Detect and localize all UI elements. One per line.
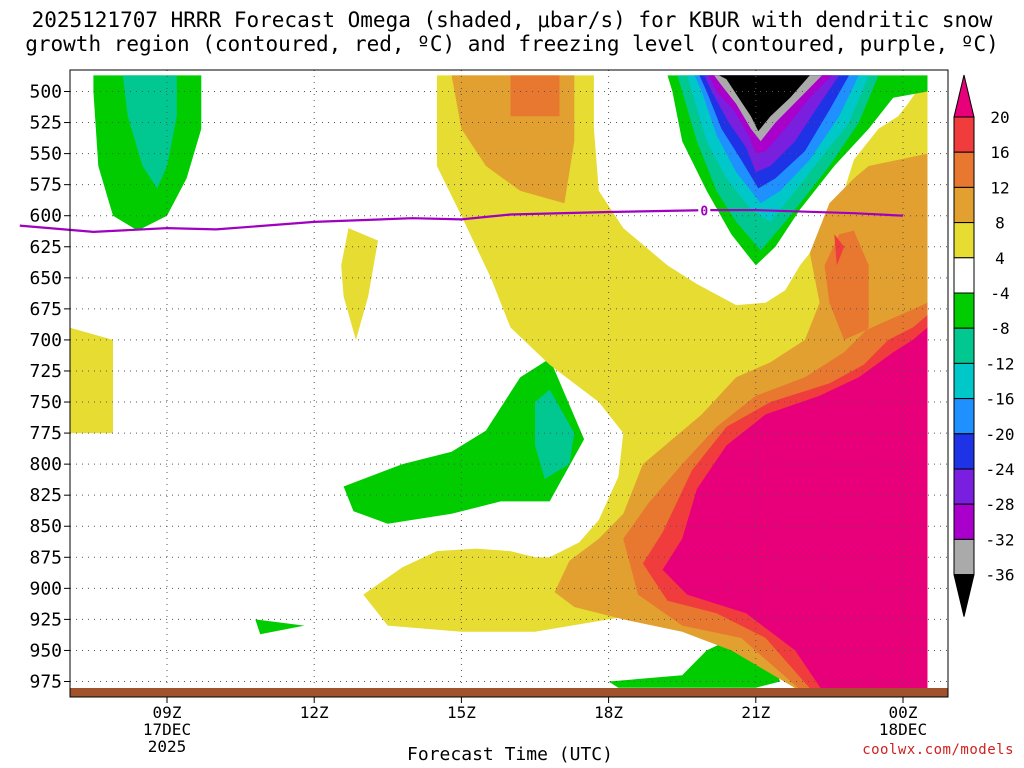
- y-tick-label: 600: [29, 206, 62, 227]
- colorbar-tick-label: -20: [986, 425, 1015, 444]
- colorbar-tick-label: 4: [995, 249, 1005, 268]
- colorbar-bin: [953, 116, 975, 153]
- colorbar-tick-label: 20: [990, 108, 1009, 127]
- omega-region-15: [662, 327, 928, 694]
- colorbar-bin: [953, 538, 975, 576]
- y-tick-label: 750: [29, 392, 62, 413]
- colorbar-tick-label: -36: [986, 566, 1015, 585]
- y-tick-label: 650: [29, 268, 62, 289]
- y-tick-label: 575: [29, 175, 62, 196]
- colorbar-tick-label: 16: [990, 143, 1009, 162]
- colorbar-bin: [953, 257, 975, 294]
- omega-region-2: [70, 327, 113, 434]
- colorbar-cap-top: [953, 74, 975, 118]
- y-tick-label: 875: [29, 547, 62, 568]
- y-tick-label: 700: [29, 330, 62, 351]
- y-axis: 500 525 550 575 600 625 650 675 700 725 750 775 800 8…: [29, 82, 70, 693]
- credit-text: coolwx.com/models: [862, 742, 1014, 758]
- y-tick-label: 800: [29, 454, 62, 475]
- chart-title-line-1: 2025121707 HRRR Forecast Omega (shaded, …: [31, 8, 993, 32]
- chart-title-line-2: growth region (contoured, red, ºC) and f…: [25, 32, 999, 56]
- x-tick-label: 18DEC: [879, 720, 927, 739]
- plot-frame: [69, 69, 949, 698]
- omega-region-5: [343, 358, 585, 524]
- colorbar-cap-bottom: [953, 574, 975, 617]
- freezing-level-line: [19, 209, 904, 234]
- omega-shading: [70, 75, 928, 694]
- freezing-level-contour: 0: [19, 203, 904, 234]
- omega-region-4: [255, 619, 305, 635]
- y-tick-label: 975: [29, 672, 62, 693]
- colorbar-bin: [953, 327, 975, 364]
- y-tick-label: 950: [29, 640, 62, 661]
- colorbar-tick-label: -4: [990, 284, 1009, 303]
- surface-layer: [70, 688, 948, 697]
- x-tick-label: 15Z: [447, 703, 476, 722]
- x-axis-label: Forecast Time (UTC): [407, 744, 613, 765]
- omega-region-1: [122, 75, 177, 189]
- colorbar-bin: [953, 433, 975, 470]
- y-tick-label: 825: [29, 485, 62, 506]
- y-tick-label: 900: [29, 578, 62, 599]
- y-tick-label: 500: [29, 82, 62, 103]
- omega-region-24: [719, 75, 810, 132]
- colorbar-tick-label: -16: [986, 390, 1015, 409]
- colorbar-tick-label: -8: [990, 319, 1009, 338]
- y-tick-label: 550: [29, 144, 62, 165]
- colorbar-bin: [953, 151, 975, 188]
- omega-region-3: [341, 228, 378, 340]
- colorbar-bin: [953, 398, 975, 435]
- y-tick-label: 525: [29, 113, 62, 134]
- colorbar-tick-label: -12: [986, 354, 1015, 373]
- colorbar-tick-label: 8: [995, 214, 1005, 233]
- x-tick-label: 00Z: [889, 703, 918, 722]
- grid-lines: [70, 70, 948, 697]
- colorbar-bin: [953, 292, 975, 329]
- colorbar: 20 16 12 8 4 -4 -8 -12 -16 -20 -24 -28 -32 -36: [953, 74, 1015, 617]
- colorbar-tick-label: -32: [986, 530, 1015, 549]
- y-tick-label: 725: [29, 361, 62, 382]
- colorbar-tick-label: -24: [986, 460, 1015, 479]
- x-tick-label: 17DEC: [143, 720, 191, 739]
- x-tick-label: 2025: [148, 737, 187, 756]
- y-tick-label: 625: [29, 237, 62, 258]
- y-tick-label: 675: [29, 299, 62, 320]
- x-tick-label: 12Z: [300, 703, 329, 722]
- omega-region-6: [535, 389, 575, 479]
- surface-terrain: [70, 688, 948, 697]
- colorbar-tick-label: 12: [990, 178, 1009, 197]
- omega-region-10: [510, 75, 560, 117]
- colorbar-bin: [953, 468, 975, 505]
- colorbar-bin: [953, 362, 975, 400]
- y-tick-label: 775: [29, 423, 62, 444]
- x-tick-label: 18Z: [594, 703, 623, 722]
- x-tick-label: 21Z: [741, 703, 770, 722]
- colorbar-bin: [953, 186, 975, 224]
- colorbar-bin: [953, 503, 975, 540]
- colorbar-tick-label: -28: [986, 495, 1015, 514]
- y-tick-label: 925: [29, 609, 62, 630]
- y-tick-label: 850: [29, 516, 62, 537]
- x-tick-label: 09Z: [153, 703, 182, 722]
- omega-region-14: [834, 234, 845, 266]
- freezing-level-label-bg: [698, 203, 711, 218]
- colorbar-bin: [953, 222, 975, 259]
- freezing-level-label: 0: [700, 205, 708, 220]
